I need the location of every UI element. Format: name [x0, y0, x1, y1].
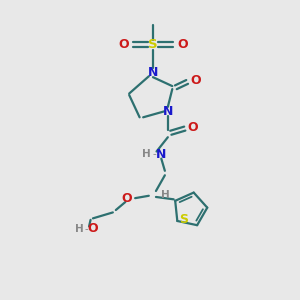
Text: N: N: [163, 105, 173, 118]
Text: O: O: [118, 38, 129, 51]
Text: O: O: [187, 121, 198, 134]
Text: S: S: [179, 213, 188, 226]
Text: H: H: [142, 149, 151, 160]
Text: N: N: [156, 148, 166, 161]
Text: -: -: [85, 224, 88, 234]
Text: H: H: [161, 190, 170, 200]
Text: H: H: [75, 224, 84, 234]
Text: O: O: [190, 74, 201, 87]
Text: O: O: [122, 192, 132, 205]
Text: O: O: [177, 38, 188, 51]
Text: N: N: [148, 66, 158, 79]
Text: S: S: [148, 38, 158, 51]
Text: O: O: [88, 222, 98, 235]
Text: -: -: [153, 149, 156, 160]
